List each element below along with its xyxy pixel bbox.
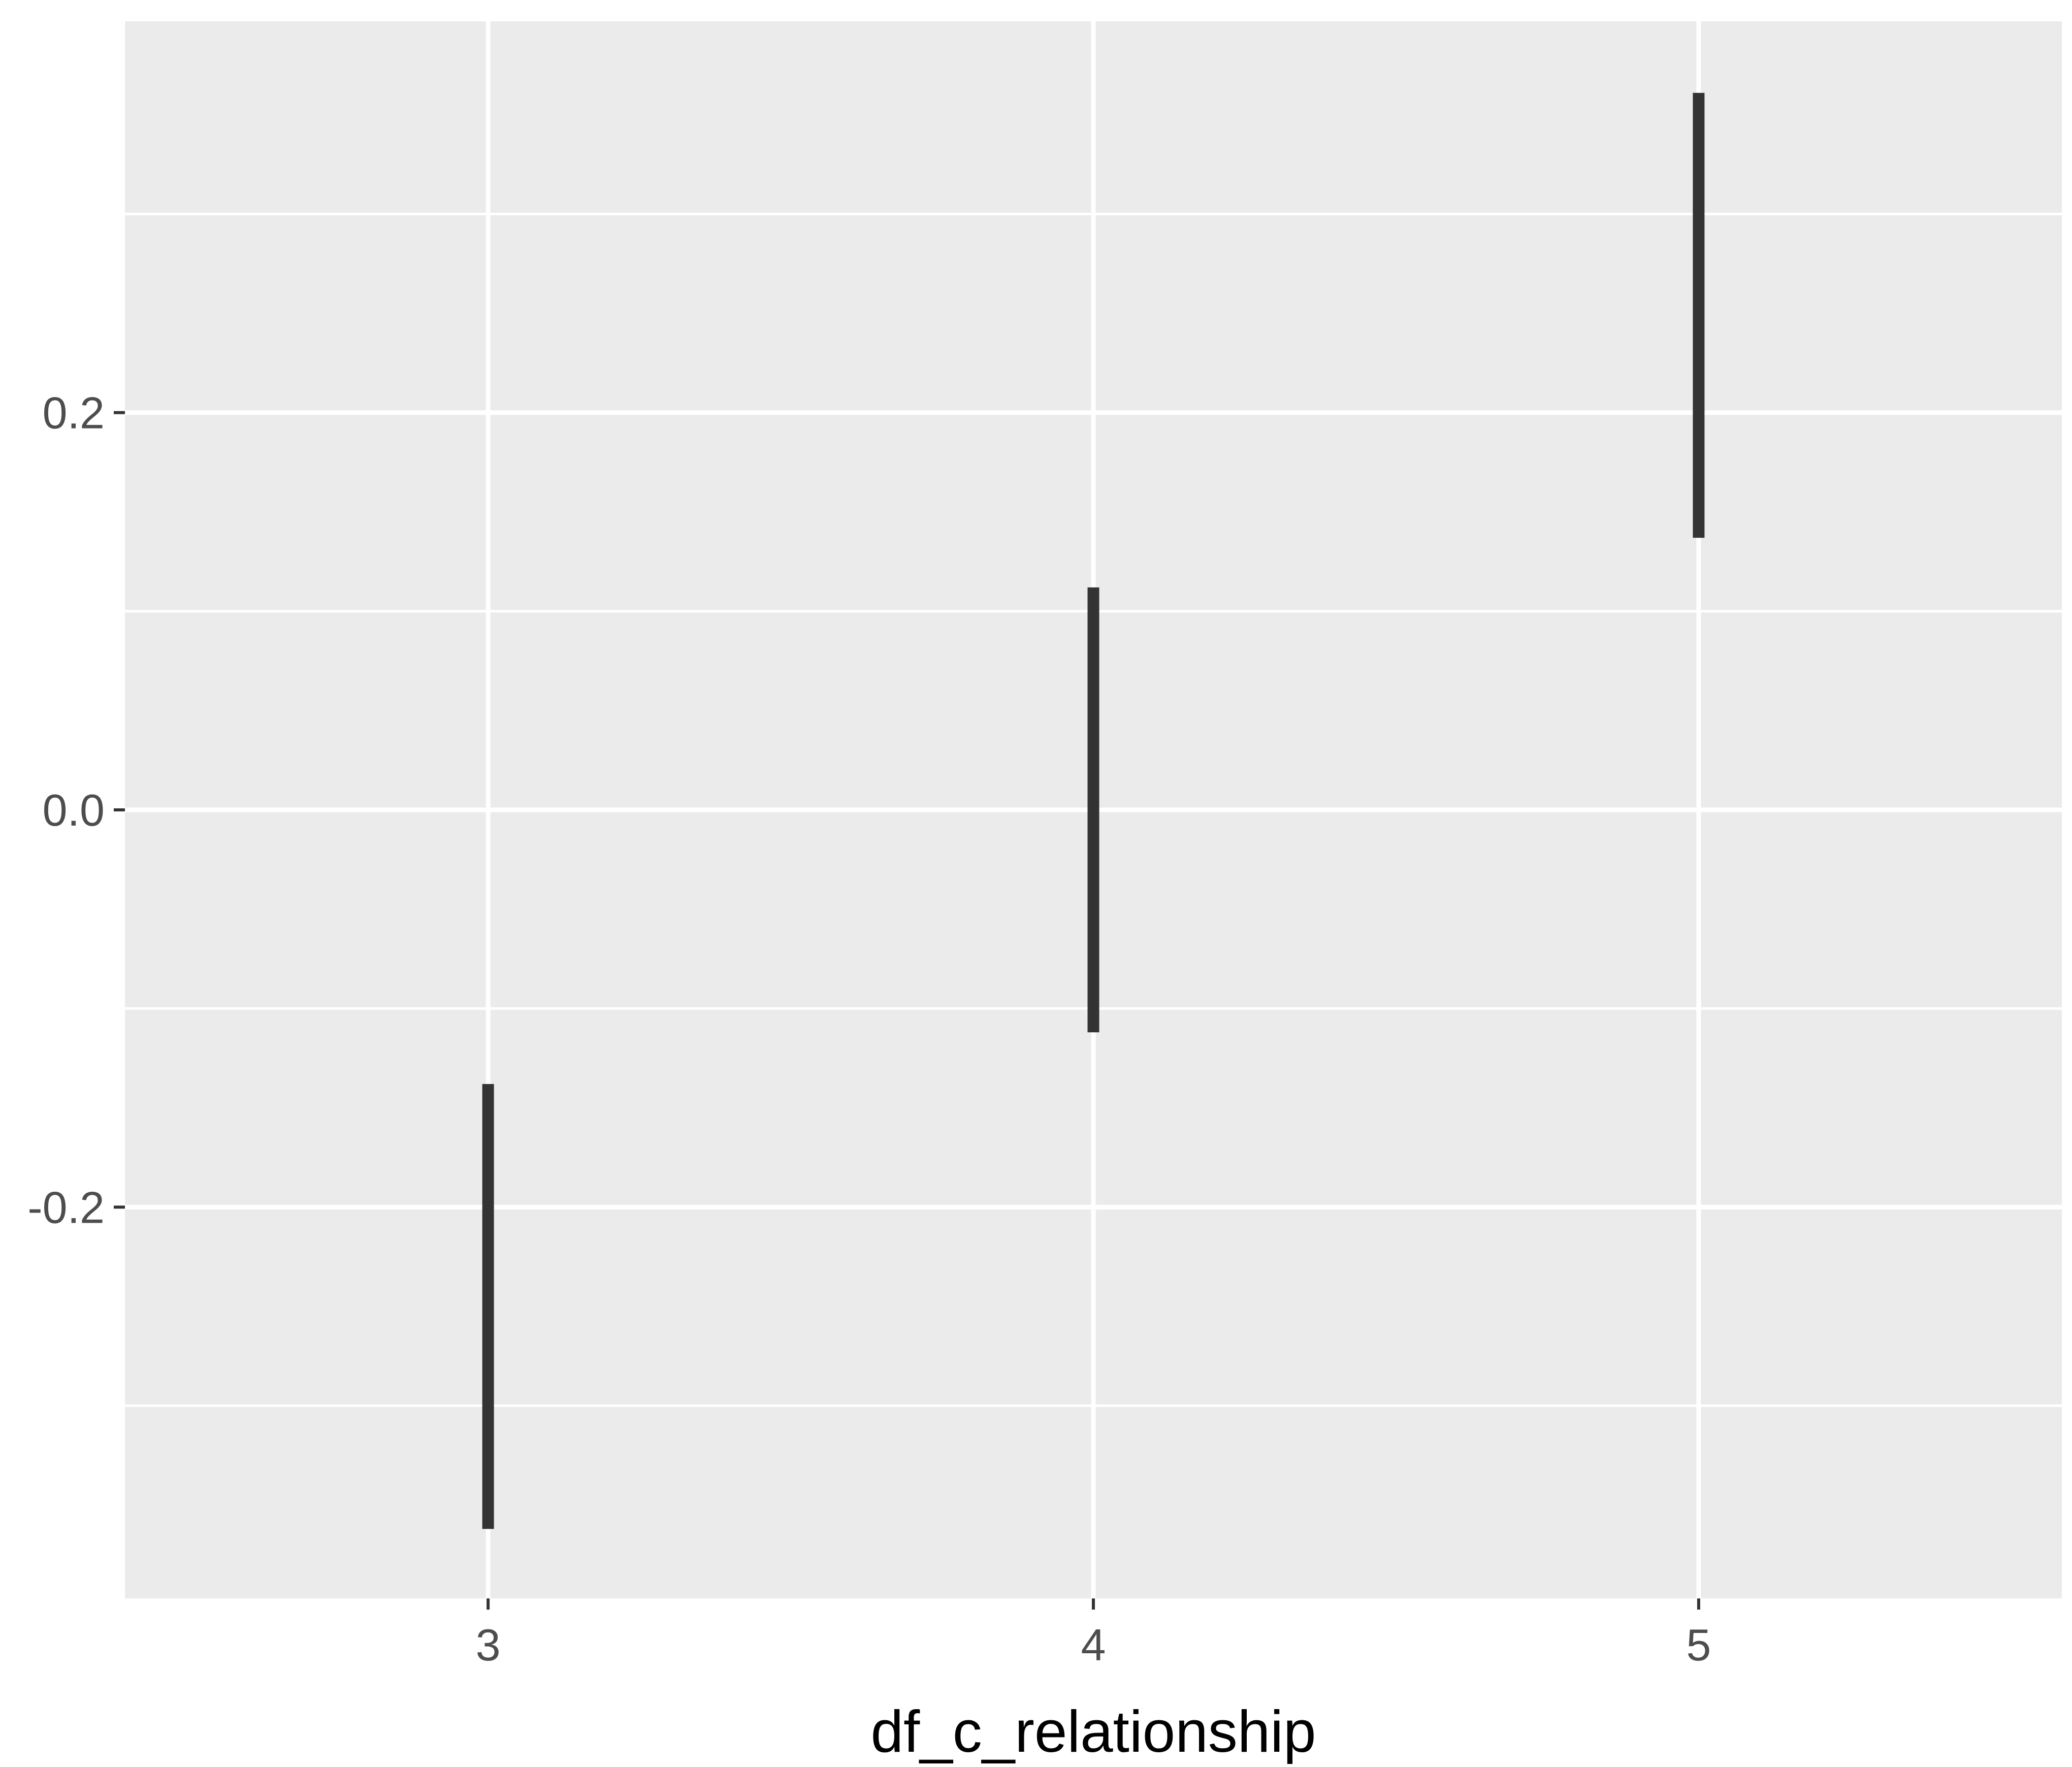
x-tick-label: 5 [1686,1620,1711,1670]
x-tick-label: 3 [476,1620,501,1670]
x-tick-label: 4 [1081,1620,1106,1670]
y-axis: -0.2 0.0 0.2 [27,388,125,1232]
error-bars [482,92,1705,1529]
y-tick-label: 0.0 [43,785,105,835]
y-tick-label: -0.2 [27,1182,105,1232]
x-axis-title: df_c_relationship [870,1698,1316,1764]
y-tick-label: 0.2 [43,388,105,438]
x-axis: 3 4 5 [476,1598,1711,1670]
